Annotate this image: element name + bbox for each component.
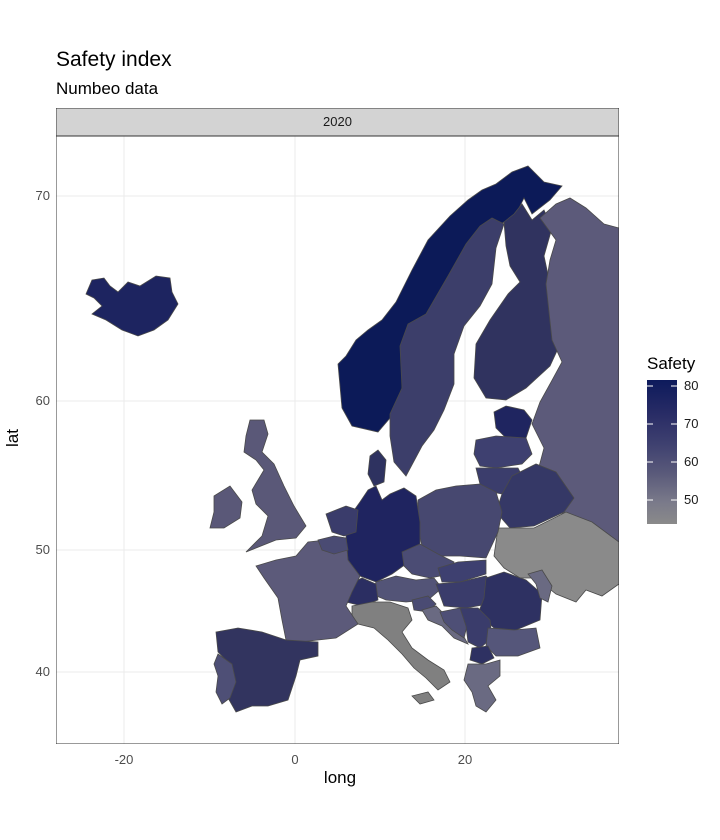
facet-label: 2020 <box>323 114 352 129</box>
region-portugal <box>213 653 237 705</box>
region-poland <box>417 483 503 559</box>
region-france <box>255 537 361 643</box>
y-axis-label: lat <box>2 429 22 447</box>
legend-tick-70: 70 <box>684 416 699 431</box>
legend-tick-50: 50 <box>684 492 699 507</box>
countries <box>85 165 619 713</box>
legend-tick-60: 60 <box>684 454 699 469</box>
region-croatia <box>421 605 469 645</box>
legend-tick-80: 80 <box>684 378 699 393</box>
panel-border <box>56 135 619 744</box>
map-title: Safety index <box>56 48 172 71</box>
region-belgium <box>317 535 349 555</box>
region-uk <box>243 419 307 553</box>
region-latvia <box>473 435 533 469</box>
region-romania <box>477 571 543 631</box>
region-estonia <box>493 405 533 439</box>
region-moldova <box>527 569 553 603</box>
region-bulgaria <box>485 627 541 657</box>
region-ireland <box>209 485 243 529</box>
region-sicily <box>411 691 435 705</box>
map-subtitle: Numbeo data <box>56 79 159 98</box>
y-tick-60: 60 <box>35 393 50 408</box>
region-greece <box>463 659 501 713</box>
x-tick-0: 0 <box>291 752 299 767</box>
region-netherlands <box>325 505 359 537</box>
region-iceland <box>85 275 179 337</box>
region-austria <box>371 575 443 603</box>
region-denmark <box>367 449 387 487</box>
y-tick-70: 70 <box>35 188 50 203</box>
region-sweden <box>389 217 505 477</box>
x-tick-20: 20 <box>457 752 473 767</box>
region-north-macedonia <box>469 645 495 665</box>
region-italy <box>351 601 451 691</box>
x-tick-minus20: -20 <box>114 752 134 767</box>
y-tick-40: 40 <box>35 664 50 679</box>
y-tick-50: 50 <box>35 542 50 557</box>
map-panel <box>56 108 619 744</box>
region-slovakia <box>437 559 487 583</box>
legend-tick-marks <box>647 385 677 501</box>
legend-title: Safety <box>647 354 696 373</box>
region-finland <box>473 203 563 401</box>
region-ukraine <box>493 511 619 603</box>
x-axis-label: long <box>323 768 357 787</box>
